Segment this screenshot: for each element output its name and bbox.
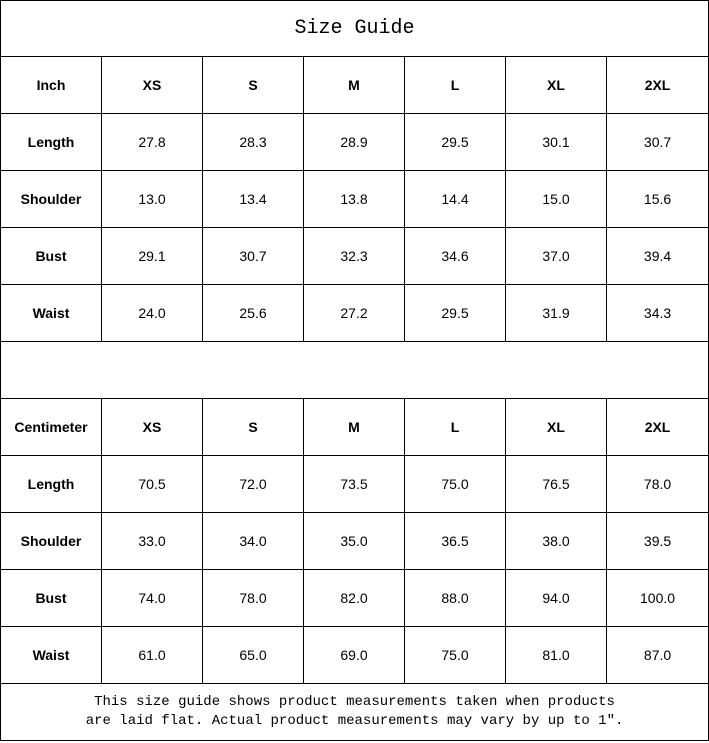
measurement-cell: 34.0 bbox=[202, 512, 304, 570]
measurement-cell: 34.3 bbox=[605, 284, 709, 342]
measurement-cell: 87.0 bbox=[605, 626, 709, 684]
measurement-cell: 15.6 bbox=[605, 170, 709, 228]
table-row: Shoulder 33.0 34.0 35.0 36.5 38.0 39.5 bbox=[0, 512, 709, 570]
measurement-cell: 25.6 bbox=[202, 284, 304, 342]
measurement-cell: 35.0 bbox=[303, 512, 405, 570]
measurement-cell: 33.0 bbox=[101, 512, 203, 570]
measurement-cell: 82.0 bbox=[303, 569, 405, 627]
unit-label: Inch bbox=[0, 56, 102, 114]
measurement-cell: 15.0 bbox=[505, 170, 607, 228]
measurement-cell: 39.4 bbox=[605, 227, 709, 285]
size-header: 2XL bbox=[605, 56, 709, 114]
measurement-cell: 37.0 bbox=[505, 227, 607, 285]
size-header: S bbox=[202, 56, 304, 114]
row-label: Shoulder bbox=[0, 512, 102, 570]
measurement-cell: 27.2 bbox=[303, 284, 405, 342]
measurement-cell: 30.7 bbox=[605, 113, 709, 171]
table-row: Length 27.8 28.3 28.9 29.5 30.1 30.7 bbox=[0, 113, 709, 171]
measurement-cell: 13.8 bbox=[303, 170, 405, 228]
measurement-cell: 75.0 bbox=[404, 626, 506, 684]
row-label: Bust bbox=[0, 569, 102, 627]
measurement-cell: 73.5 bbox=[303, 455, 405, 513]
measurement-cell: 32.3 bbox=[303, 227, 405, 285]
measurement-cell: 27.8 bbox=[101, 113, 203, 171]
measurement-cell: 88.0 bbox=[404, 569, 506, 627]
measurement-cell: 31.9 bbox=[505, 284, 607, 342]
table-row: Length 70.5 72.0 73.5 75.0 76.5 78.0 bbox=[0, 455, 709, 513]
measurement-cell: 24.0 bbox=[101, 284, 203, 342]
measurement-cell: 29.1 bbox=[101, 227, 203, 285]
measurement-cell: 14.4 bbox=[404, 170, 506, 228]
row-label: Bust bbox=[0, 227, 102, 285]
measurement-cell: 13.0 bbox=[101, 170, 203, 228]
measurement-cell: 36.5 bbox=[404, 512, 506, 570]
measurement-cell: 30.1 bbox=[505, 113, 607, 171]
measurement-cell: 69.0 bbox=[303, 626, 405, 684]
size-header: XS bbox=[101, 56, 203, 114]
measurement-cell: 78.0 bbox=[605, 455, 709, 513]
measurement-cell: 39.5 bbox=[605, 512, 709, 570]
size-header: M bbox=[303, 398, 405, 456]
measurement-cell: 76.5 bbox=[505, 455, 607, 513]
spacer-row bbox=[0, 341, 709, 399]
size-header: S bbox=[202, 398, 304, 456]
row-label: Length bbox=[0, 455, 102, 513]
measurement-cell: 65.0 bbox=[202, 626, 304, 684]
row-label: Waist bbox=[0, 626, 102, 684]
measurement-cell: 13.4 bbox=[202, 170, 304, 228]
size-header: XL bbox=[505, 398, 607, 456]
measurement-cell: 28.9 bbox=[303, 113, 405, 171]
measurement-cell: 81.0 bbox=[505, 626, 607, 684]
size-header: L bbox=[404, 56, 506, 114]
measurement-cell: 74.0 bbox=[101, 569, 203, 627]
size-header: 2XL bbox=[605, 398, 709, 456]
size-header: M bbox=[303, 56, 405, 114]
row-label: Length bbox=[0, 113, 102, 171]
size-header: XS bbox=[101, 398, 203, 456]
size-header: L bbox=[404, 398, 506, 456]
measurement-cell: 61.0 bbox=[101, 626, 203, 684]
inch-header-row: Inch XS S M L XL 2XL bbox=[0, 56, 709, 114]
table-row: Shoulder 13.0 13.4 13.8 14.4 15.0 15.6 bbox=[0, 170, 709, 228]
table-row: Bust 74.0 78.0 82.0 88.0 94.0 100.0 bbox=[0, 569, 709, 627]
note-line-2: are laid flat. Actual product measuremen… bbox=[85, 713, 624, 729]
row-label: Waist bbox=[0, 284, 102, 342]
table-row: Waist 24.0 25.6 27.2 29.5 31.9 34.3 bbox=[0, 284, 709, 342]
measurement-cell: 29.5 bbox=[404, 113, 506, 171]
measurement-cell: 72.0 bbox=[202, 455, 304, 513]
measurement-cell: 78.0 bbox=[202, 569, 304, 627]
measurement-cell: 34.6 bbox=[404, 227, 506, 285]
measurement-cell: 70.5 bbox=[101, 455, 203, 513]
measurement-cell: 94.0 bbox=[505, 569, 607, 627]
note-line-1: This size guide shows product measuremen… bbox=[94, 694, 615, 710]
centimeter-header-row: Centimeter XS S M L XL 2XL bbox=[0, 398, 709, 456]
table-row: Waist 61.0 65.0 69.0 75.0 81.0 87.0 bbox=[0, 626, 709, 684]
measurement-cell: 30.7 bbox=[202, 227, 304, 285]
measurement-cell: 100.0 bbox=[605, 569, 709, 627]
measurement-cell: 28.3 bbox=[202, 113, 304, 171]
table-row: Bust 29.1 30.7 32.3 34.6 37.0 39.4 bbox=[0, 227, 709, 285]
size-header: XL bbox=[505, 56, 607, 114]
page-title: Size Guide bbox=[0, 0, 709, 57]
size-note: This size guide shows product measuremen… bbox=[0, 683, 709, 741]
measurement-cell: 75.0 bbox=[404, 455, 506, 513]
measurement-cell: 29.5 bbox=[404, 284, 506, 342]
row-label: Shoulder bbox=[0, 170, 102, 228]
measurement-cell: 38.0 bbox=[505, 512, 607, 570]
unit-label: Centimeter bbox=[0, 398, 102, 456]
